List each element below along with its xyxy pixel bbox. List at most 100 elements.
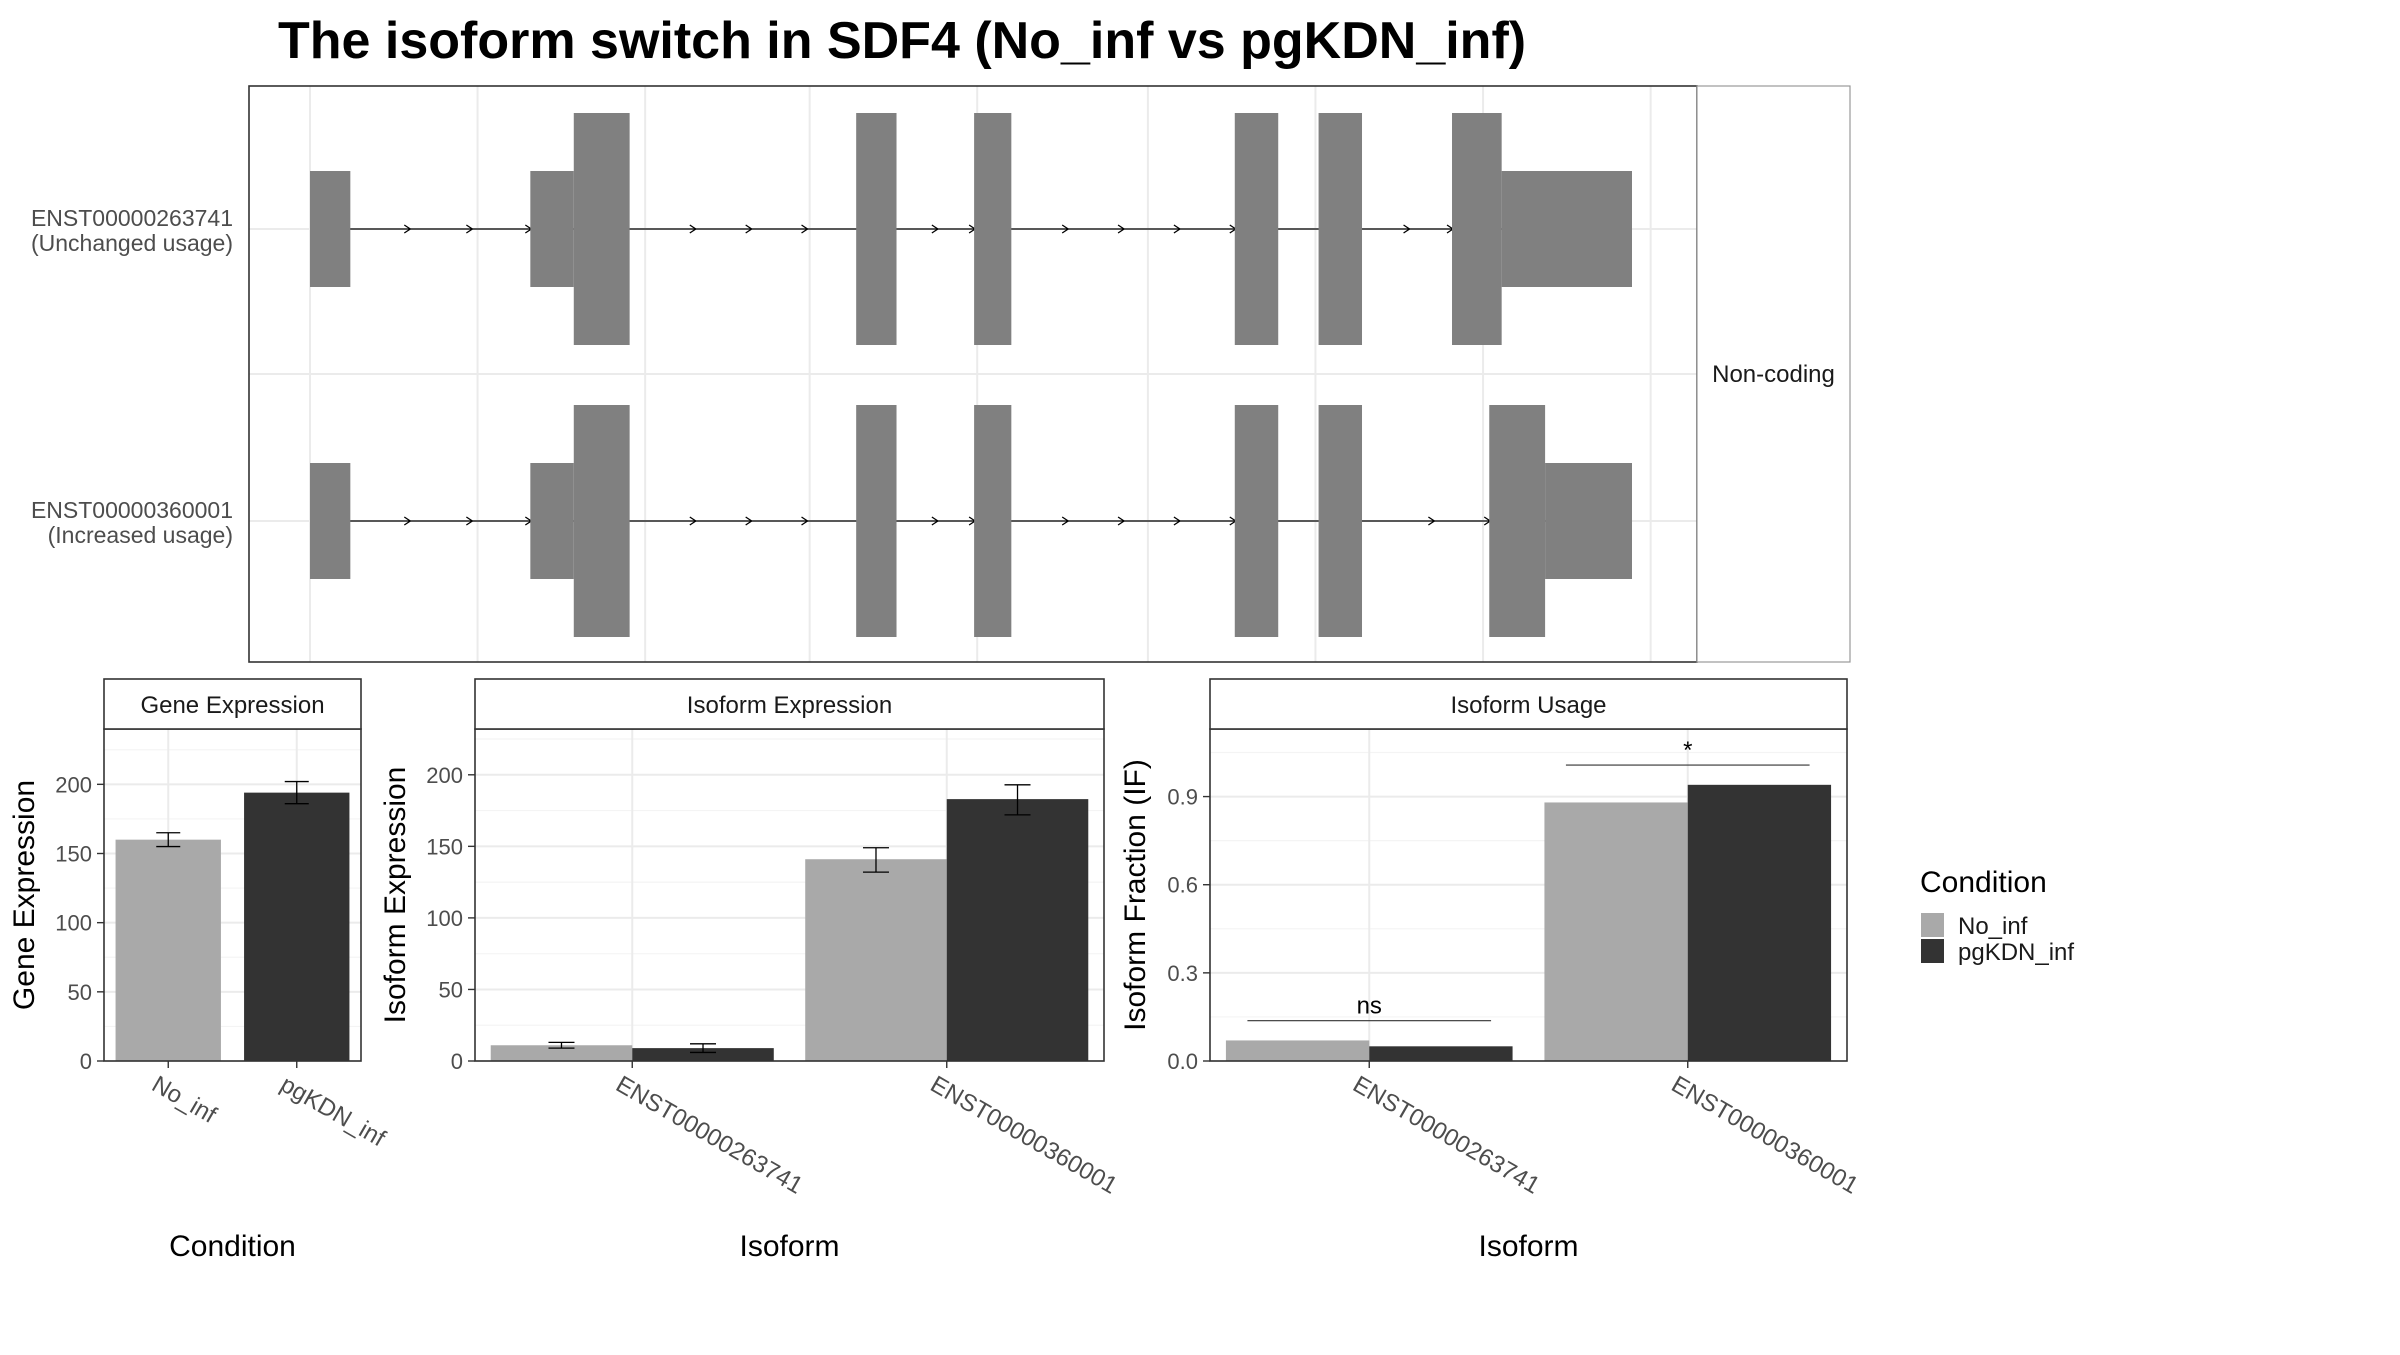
strand-arrow xyxy=(931,224,940,234)
strand-arrow xyxy=(1061,224,1070,234)
x-axis-label: Isoform xyxy=(739,1230,839,1263)
strand-arrow xyxy=(745,224,753,234)
x-tick-label: pgKDN_inf xyxy=(276,1071,390,1153)
bar xyxy=(1544,802,1688,1061)
strand-arrow xyxy=(689,224,697,234)
strand-arrow xyxy=(689,516,697,526)
exon-block xyxy=(1234,113,1279,345)
facet-strip xyxy=(1696,85,1851,663)
chart-strip xyxy=(1209,678,1848,730)
strand-arrow xyxy=(801,516,809,526)
bar xyxy=(805,859,947,1061)
x-tick-label: ENST00000360001 xyxy=(926,1071,1122,1200)
exon-block xyxy=(1452,113,1502,345)
exon-block xyxy=(573,113,630,345)
transcript-id-label: ENST00000263741 xyxy=(31,205,233,231)
bar xyxy=(490,1045,633,1061)
exon-block xyxy=(1501,171,1632,287)
y-tick-label: 150 xyxy=(426,834,463,859)
strand-arrow xyxy=(1117,224,1126,234)
exon-block xyxy=(1318,405,1363,637)
facet-label: Non-coding xyxy=(1712,361,1835,388)
strand-arrow xyxy=(1428,516,1436,526)
y-tick-label: 200 xyxy=(55,772,92,797)
strand-arrow xyxy=(745,516,753,526)
y-tick-label: 50 xyxy=(68,980,92,1005)
exon-block xyxy=(1489,405,1546,637)
y-tick-label: 0.9 xyxy=(1167,785,1198,810)
transcript-usage-label: (Increased usage) xyxy=(48,522,233,548)
y-tick-label: 200 xyxy=(426,763,463,788)
x-tick-label: ENST00000263741 xyxy=(1348,1071,1544,1200)
bar xyxy=(244,792,350,1061)
legend-title: Condition xyxy=(1920,866,2047,899)
x-tick-label: ENST00000263741 xyxy=(611,1071,807,1200)
significance-label: ns xyxy=(1357,993,1382,1020)
y-axis-label: Gene Expression xyxy=(8,780,41,1010)
legend-label: No_inf xyxy=(1958,913,2028,940)
bar xyxy=(1369,1046,1513,1061)
y-tick-label: 0 xyxy=(451,1049,463,1074)
strand-arrow xyxy=(466,224,474,234)
chart-strip xyxy=(474,678,1105,730)
chart-panel: ns * Isoform Usage 0.0 0.3 0.6 0.9 ENST00000263… xyxy=(1119,678,1863,1263)
strand-arrow xyxy=(1061,516,1070,526)
bar xyxy=(1687,784,1832,1061)
bar xyxy=(1225,1040,1370,1061)
significance-label: * xyxy=(1683,737,1692,764)
strand-arrow xyxy=(1173,516,1182,526)
y-axis-label: Isoform Fraction (IF) xyxy=(1119,759,1152,1031)
transcript-track xyxy=(310,405,1632,637)
y-tick-label: 0.0 xyxy=(1167,1049,1198,1074)
x-axis-label: Isoform xyxy=(1478,1230,1578,1263)
y-tick-label: 150 xyxy=(55,842,92,867)
strand-arrow xyxy=(403,516,412,526)
chart-panel: Isoform Expression 0 50 100 150 200 ENST000002… xyxy=(379,678,1122,1263)
strand-arrow xyxy=(1173,224,1182,234)
chart-strip-title: Gene Expression xyxy=(140,692,324,719)
exon-block xyxy=(974,113,1012,345)
exon-block xyxy=(310,463,351,579)
legend-swatch xyxy=(1921,939,1944,963)
x-axis-label: Condition xyxy=(169,1230,296,1263)
y-tick-label: 50 xyxy=(439,977,463,1002)
y-axis-label: Isoform Expression xyxy=(379,767,412,1024)
exon-block xyxy=(573,405,630,637)
exon-block xyxy=(856,405,897,637)
strand-arrow xyxy=(466,516,474,526)
y-tick-label: 0 xyxy=(80,1049,92,1074)
strand-arrow xyxy=(1403,224,1411,234)
x-tick-label: ENST00000360001 xyxy=(1667,1071,1863,1200)
strand-arrow xyxy=(1117,516,1126,526)
y-tick-label: 100 xyxy=(55,911,92,936)
legend-swatch xyxy=(1921,913,1944,937)
exon-block xyxy=(974,405,1012,637)
exon-block xyxy=(1545,463,1632,579)
transcript-usage-label: (Unchanged usage) xyxy=(31,230,233,256)
transcript-track xyxy=(310,113,1632,345)
y-tick-label: 0.6 xyxy=(1167,873,1198,898)
chart-strip-title: Isoform Expression xyxy=(687,692,892,719)
exon-block xyxy=(1318,113,1363,345)
exon-block xyxy=(856,113,897,345)
strand-arrow xyxy=(801,224,809,234)
exon-block xyxy=(530,463,574,579)
strand-arrow xyxy=(931,516,940,526)
exon-block xyxy=(530,171,574,287)
transcript-id-label: ENST00000360001 xyxy=(31,497,233,523)
bar xyxy=(946,799,1089,1061)
strand-arrow xyxy=(403,224,412,234)
bar xyxy=(115,839,221,1061)
exon-block xyxy=(310,171,351,287)
legend-label: pgKDN_inf xyxy=(1958,939,2074,966)
exon-block xyxy=(1234,405,1279,637)
transcript-structure-panel: ENST00000263741(Unchanged usage) ENST0000… xyxy=(31,85,1851,663)
bar xyxy=(632,1048,774,1061)
x-tick-label: No_inf xyxy=(147,1071,221,1129)
chart-panel: Gene Expression 0 50 100 150 200 No_inf pgKDN_i… xyxy=(8,678,390,1263)
chart-strip-title: Isoform Usage xyxy=(1450,692,1606,719)
y-tick-label: 0.3 xyxy=(1167,961,1198,986)
